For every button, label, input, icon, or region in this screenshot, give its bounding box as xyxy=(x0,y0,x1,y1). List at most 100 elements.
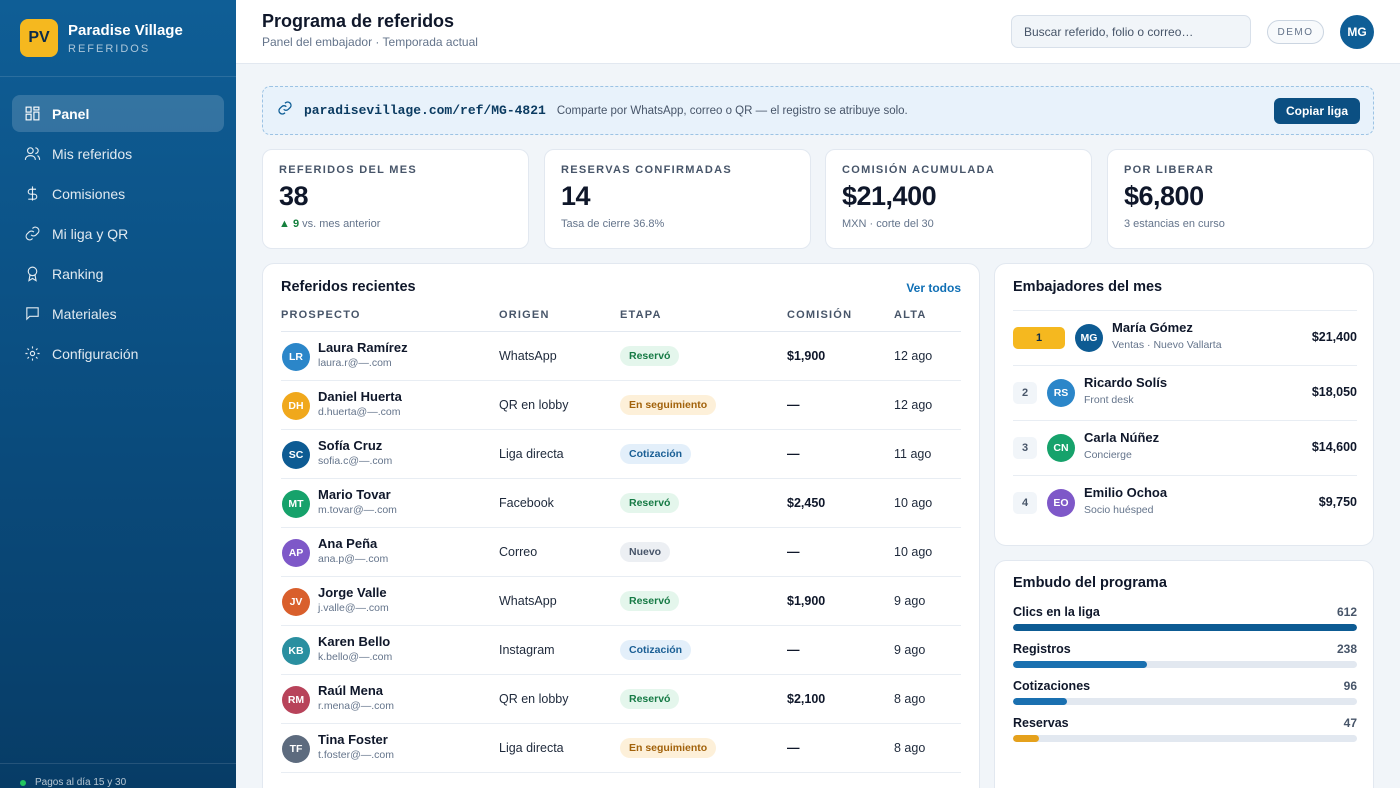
funnel-step-label: Cotizaciones xyxy=(1013,679,1091,693)
prospect-email: k.bello@—.com xyxy=(318,651,393,663)
funnel-step-value: 238 xyxy=(1336,642,1357,656)
sidebar-nav: Panel Mis referidos Comisiones Mi liga y… xyxy=(0,77,236,372)
date-cell: 12 ago xyxy=(894,398,933,412)
funnel-track xyxy=(1013,698,1357,705)
referral-hint: Comparte por WhatsApp, correo o QR — el … xyxy=(556,104,908,117)
origin-cell: Correo xyxy=(499,545,538,559)
prospect-name: Raúl Mena xyxy=(318,683,384,698)
see-all-link[interactable]: Ver todos xyxy=(906,281,961,295)
avatar: DH xyxy=(282,392,310,420)
ambassador-row[interactable]: 2 RS Ricardo Solís Front desk $18,050 xyxy=(1013,366,1357,421)
prospect-name: Sofía Cruz xyxy=(318,438,383,453)
ambassador-role: Concierge xyxy=(1084,449,1132,461)
gear-icon xyxy=(24,345,41,362)
stat-value: $6,800 xyxy=(1124,181,1204,211)
sidebar-item-mi-liga-y-qr[interactable]: Mi liga y QR xyxy=(12,215,224,252)
table-row[interactable]: JV Jorge Valle j.valle@—.com WhatsApp Re… xyxy=(281,577,961,626)
column-header[interactable]: ETAPA xyxy=(620,309,662,321)
sidebar-item-label: Mis referidos xyxy=(52,145,133,162)
stat-label: COMISIÓN ACUMULADA xyxy=(842,164,996,176)
table-row[interactable]: DH Daniel Huerta d.huerta@—.com QR en lo… xyxy=(281,381,961,430)
column-header[interactable]: ALTA xyxy=(894,309,927,321)
funnel-track xyxy=(1013,661,1357,668)
stat-note-text: Tasa de cierre 36.8% xyxy=(561,218,665,230)
prospect-name: Laura Ramírez xyxy=(318,340,408,355)
stat-note: 3 estancias en curso xyxy=(1124,218,1357,230)
sidebar-item-label: Panel xyxy=(52,105,90,122)
column-header[interactable]: COMISIÓN xyxy=(787,309,853,321)
origin-cell: Liga directa xyxy=(499,741,564,755)
funnel-bar xyxy=(1013,624,1357,631)
program-funnel-card: Embudo del programa Clics en la liga 612… xyxy=(994,560,1374,788)
date-cell: 10 ago xyxy=(894,496,933,510)
date-cell: 8 ago xyxy=(894,692,926,706)
stage-badge: Reservó xyxy=(620,591,680,611)
avatar: KB xyxy=(282,637,310,665)
message-icon xyxy=(24,305,41,322)
funnel-step-value: 96 xyxy=(1343,679,1357,693)
demo-badge: DEMO xyxy=(1267,20,1324,44)
table-row[interactable]: AP Ana Peña ana.p@—.com Correo Nuevo — 1… xyxy=(281,528,961,577)
user-avatar[interactable]: MG xyxy=(1340,15,1374,49)
sidebar-item-mis-referidos[interactable]: Mis referidos xyxy=(12,135,224,172)
sidebar-item-materiales[interactable]: Materiales xyxy=(12,295,224,332)
origin-cell: Facebook xyxy=(499,496,554,510)
copy-link-button[interactable]: Copiar liga xyxy=(1273,98,1360,124)
recent-referrals-card: Referidos recientes Ver todos PROSPECTO O… xyxy=(262,263,980,788)
origin-cell: QR en lobby xyxy=(499,692,569,706)
table-row[interactable]: RM Raúl Mena r.mena@—.com QR en lobby Re… xyxy=(281,675,961,724)
status-dot xyxy=(20,779,26,786)
sidebar-item-ranking[interactable]: Ranking xyxy=(12,255,224,292)
ambassador-row[interactable]: 4 EO Emilio Ochoa Socio huésped $9,750 xyxy=(1013,476,1357,531)
search-input[interactable] xyxy=(1011,15,1251,48)
column-header[interactable]: PROSPECTO xyxy=(281,309,361,321)
stat-value: 38 xyxy=(279,181,309,211)
sidebar-item-configuracion[interactable]: Configuración xyxy=(12,335,224,372)
funnel-step: Registros 238 xyxy=(1013,642,1357,676)
date-cell: 11 ago xyxy=(894,447,932,461)
avatar: RS xyxy=(1047,379,1075,407)
prospect-name: Ana Peña xyxy=(318,536,378,551)
column-header[interactable]: ORIGEN xyxy=(499,309,550,321)
origin-cell: WhatsApp xyxy=(499,594,557,608)
stat-card: RESERVAS CONFIRMADAS 14 Tasa de cierre 3… xyxy=(544,149,811,249)
divider xyxy=(1013,365,1357,366)
ambassador-row[interactable]: 3 CN Carla Núñez Concierge $14,600 xyxy=(1013,421,1357,476)
avatar: RM xyxy=(282,686,310,714)
avatar: TF xyxy=(282,735,310,763)
origin-cell: WhatsApp xyxy=(499,349,557,363)
table-row[interactable]: MT Mario Tovar m.tovar@—.com Facebook Re… xyxy=(281,479,961,528)
prospect-name: Karen Bello xyxy=(318,634,391,649)
sidebar-item-label: Ranking xyxy=(52,265,104,282)
prospect-email: laura.r@—.com xyxy=(318,357,392,369)
brand: PV Paradise Village REFERIDOS xyxy=(0,0,236,77)
funnel-step: Clics en la liga 612 xyxy=(1013,605,1357,639)
table-row[interactable]: TF Tina Foster t.foster@—.com Liga direc… xyxy=(281,724,961,773)
page-subtitle: Panel del embajador · Temporada actual xyxy=(262,35,478,49)
sidebar: PV Paradise Village REFERIDOS Panel Mis … xyxy=(0,0,236,788)
commission-cell: $2,450 xyxy=(787,496,826,510)
avatar: CN xyxy=(1047,434,1075,462)
commission-cell: — xyxy=(787,741,800,755)
table-row[interactable]: LR Laura Ramírez laura.r@—.com WhatsApp … xyxy=(281,332,961,381)
sidebar-item-comisiones[interactable]: Comisiones xyxy=(12,175,224,212)
table-row[interactable]: SC Sofía Cruz sofia.c@—.com Liga directa… xyxy=(281,430,961,479)
avatar: EO xyxy=(1047,489,1075,517)
funnel-title: Embudo del programa xyxy=(1013,575,1167,591)
stat-value: 14 xyxy=(561,181,591,211)
stage-badge: Cotización xyxy=(620,444,692,464)
payment-schedule-note: Pagos al día 15 y 30 xyxy=(0,763,236,788)
sidebar-item-panel[interactable]: Panel xyxy=(12,95,224,132)
top-bar: Programa de referidos Panel del embajado… xyxy=(236,0,1400,64)
ambassador-row[interactable]: 1 MG María Gómez Ventas · Nuevo Vallarta… xyxy=(1013,311,1357,366)
stage-badge: Reservó xyxy=(620,346,680,366)
commission-cell: — xyxy=(787,643,800,657)
stat-note-text: MXN · corte del 30 xyxy=(842,218,934,230)
funnel-track xyxy=(1013,624,1357,631)
ambassador-commission: $14,600 xyxy=(1311,440,1357,454)
commission-cell: $1,900 xyxy=(787,349,826,363)
funnel-step-label: Clics en la liga xyxy=(1013,605,1100,619)
date-cell: 10 ago xyxy=(894,545,933,559)
funnel-track xyxy=(1013,735,1357,742)
table-row[interactable]: KB Karen Bello k.bello@—.com Instagram C… xyxy=(281,626,961,675)
